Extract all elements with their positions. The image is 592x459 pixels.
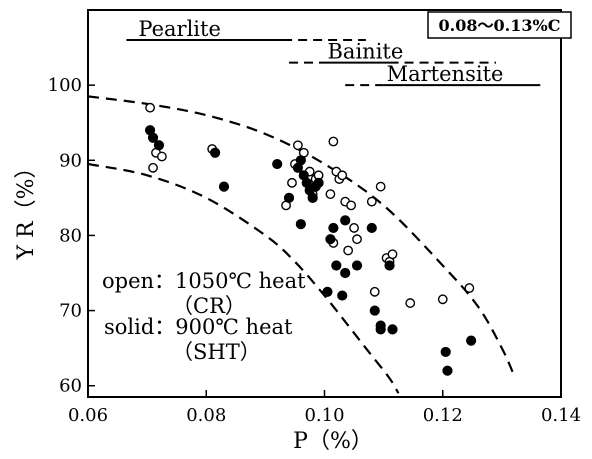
boundary-curve xyxy=(88,95,515,375)
y-tick-label: 100 xyxy=(48,75,82,96)
solid-point xyxy=(218,181,230,192)
phase-label: Pearlite xyxy=(138,17,220,41)
solid-point xyxy=(295,155,306,166)
boundary-curves xyxy=(88,95,515,394)
composition-box xyxy=(427,11,572,39)
solid-point xyxy=(337,290,348,301)
open-point xyxy=(292,140,303,151)
x-tick-label: 0.10 xyxy=(304,405,344,426)
y-axis-ticks: 60 70 80 90 100 xyxy=(48,75,95,397)
solid-point xyxy=(331,260,342,271)
x-axis-ticks: 0.06 0.08 0.10 0.12 0.14 xyxy=(68,390,581,426)
open-point xyxy=(349,223,359,233)
open-point xyxy=(437,294,448,305)
open-point xyxy=(148,162,158,173)
solid-point xyxy=(322,286,333,297)
solid-point xyxy=(466,335,477,346)
open-point xyxy=(145,102,155,113)
phase-label: Bainite xyxy=(328,40,404,64)
open-point xyxy=(464,283,475,293)
solid-point xyxy=(153,140,165,151)
open-point xyxy=(387,249,398,260)
solid-point xyxy=(283,192,295,203)
solid-point xyxy=(313,177,324,188)
solid-point xyxy=(272,158,283,170)
y-tick-label: 70 xyxy=(59,301,82,322)
solid-point xyxy=(295,219,306,230)
solid-point xyxy=(366,222,377,234)
solid-point xyxy=(387,324,398,335)
open-point xyxy=(366,196,377,207)
solid-point xyxy=(328,222,339,234)
open-point xyxy=(287,177,297,188)
legend-solid-method: （SHT） xyxy=(172,340,261,364)
solid-point xyxy=(210,147,221,158)
x-axis-label: P（%） xyxy=(293,429,373,454)
open-point xyxy=(352,234,362,245)
solid-point xyxy=(440,346,451,358)
open-point xyxy=(369,286,380,297)
legend-open-label: open：1050℃ heat xyxy=(102,269,306,293)
solid-point xyxy=(351,260,363,271)
open-point xyxy=(375,181,386,192)
legend-open-method: （CR） xyxy=(172,294,246,318)
legend-solid-label: solid：900℃ heat xyxy=(104,315,293,339)
open-point xyxy=(157,151,167,162)
phase-range-lines xyxy=(126,39,541,87)
open-point xyxy=(328,136,339,147)
solid-point xyxy=(375,324,386,335)
solid-point xyxy=(369,305,380,316)
x-tick-label: 0.08 xyxy=(186,405,226,426)
y-tick-label: 60 xyxy=(59,376,82,397)
y-axis-label: Y R（%） xyxy=(14,157,39,261)
data-points xyxy=(144,102,477,376)
open-point xyxy=(343,245,354,256)
y-tick-label: 80 xyxy=(59,225,82,246)
solid-point xyxy=(340,267,351,279)
open-point xyxy=(405,298,416,308)
solid-point xyxy=(325,234,336,245)
open-point xyxy=(346,200,357,211)
x-tick-label: 0.12 xyxy=(423,405,463,426)
x-tick-label: 0.14 xyxy=(541,405,581,426)
solid-point xyxy=(384,260,395,271)
x-tick-label: 0.06 xyxy=(68,405,108,426)
open-point xyxy=(337,170,348,181)
solid-point xyxy=(442,365,453,376)
composition-note: 0.08～0.13%C xyxy=(439,16,561,35)
solid-point xyxy=(147,132,159,143)
open-point xyxy=(325,189,336,200)
y-tick-label: 90 xyxy=(59,150,82,171)
phase-label: Martensite xyxy=(387,62,504,86)
boundary-curve xyxy=(88,162,400,394)
solid-point xyxy=(307,192,318,203)
solid-point xyxy=(340,215,351,226)
